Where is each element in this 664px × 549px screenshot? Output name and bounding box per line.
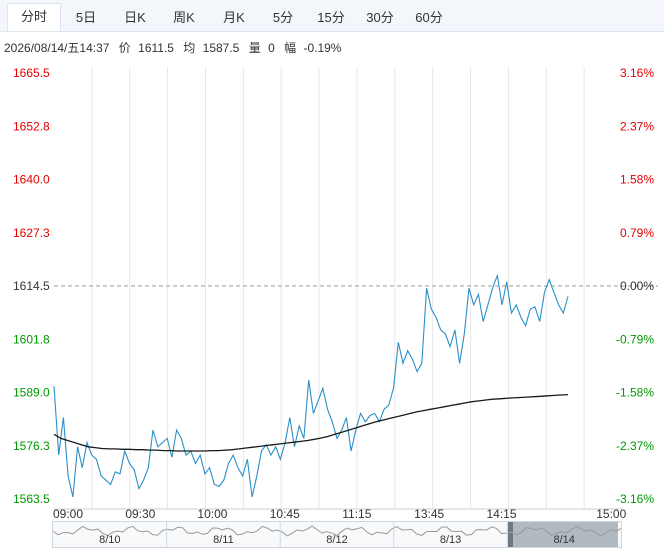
y-tick-label: 1614.5 [13,279,50,293]
pct-tick-label: 0.00% [620,279,654,293]
x-tick-label: 10:45 [270,507,300,521]
tab-5min[interactable]: 5分 [272,10,294,25]
date-navigator[interactable] [52,521,622,548]
pct-tick-label: 3.16% [620,66,654,80]
x-tick-label: 14:15 [487,507,517,521]
pct-tick-label: -3.16% [616,492,654,506]
tab-30min[interactable]: 30分 [366,10,394,25]
avg-label: 均 [183,41,196,55]
price-value: 1611.5 [138,41,174,55]
tab-intraday[interactable]: 分时 [7,3,61,31]
tab-weekly-k[interactable]: 周K [173,10,195,25]
period-tab-bar: 分时 5日 日K 周K 月K 5分 15分 30分 60分 [0,0,664,32]
y-tick-label: 1665.5 [13,66,50,80]
pct-tick-label: 0.79% [620,226,654,240]
volume-label: 量 [248,41,261,55]
pct-tick-label: 2.37% [620,119,654,133]
avg-series-line [53,393,569,452]
x-tick-label: 09:00 [53,507,83,521]
change-label: 幅 [284,41,297,55]
y-tick-label: 1589.0 [13,386,50,400]
quote-info-bar: 2026/08/14/五14:37 价 1611.5 均 1587.5 量 0 … [4,39,347,55]
tab-15min[interactable]: 15分 [317,10,345,25]
x-tick-label: 09:30 [125,507,155,521]
pct-tick-label: 1.58% [620,173,654,187]
x-tick-label: 13:45 [414,507,444,521]
y-tick-label: 1576.3 [13,439,50,453]
y-tick-label: 1640.0 [13,173,50,187]
change-value: -0.19% [303,41,342,55]
pct-tick-label: -2.37% [616,439,654,453]
x-tick-label: 10:00 [197,507,227,521]
x-tick-label: 11:15 [342,507,371,521]
pct-tick-label: -1.58% [616,386,654,400]
volume-value: 0 [268,41,275,55]
tab-daily-k[interactable]: 日K [124,10,146,25]
avg-value: 1587.5 [202,41,240,55]
y-tick-label: 1652.8 [13,119,50,133]
pct-tick-label: -0.79% [616,332,654,346]
price-series-line [53,273,569,498]
x-tick-label: 15:00 [596,507,626,521]
quote-datetime: 2026/08/14/五14:37 [4,41,110,55]
tab-5day[interactable]: 5日 [75,10,97,25]
y-tick-label: 1601.8 [13,332,50,346]
tab-60min[interactable]: 60分 [415,10,443,25]
tab-monthly-k[interactable]: 月K [223,10,245,25]
y-tick-label: 1627.3 [13,226,50,240]
price-label: 价 [118,41,131,55]
y-tick-label: 1563.5 [13,492,50,506]
